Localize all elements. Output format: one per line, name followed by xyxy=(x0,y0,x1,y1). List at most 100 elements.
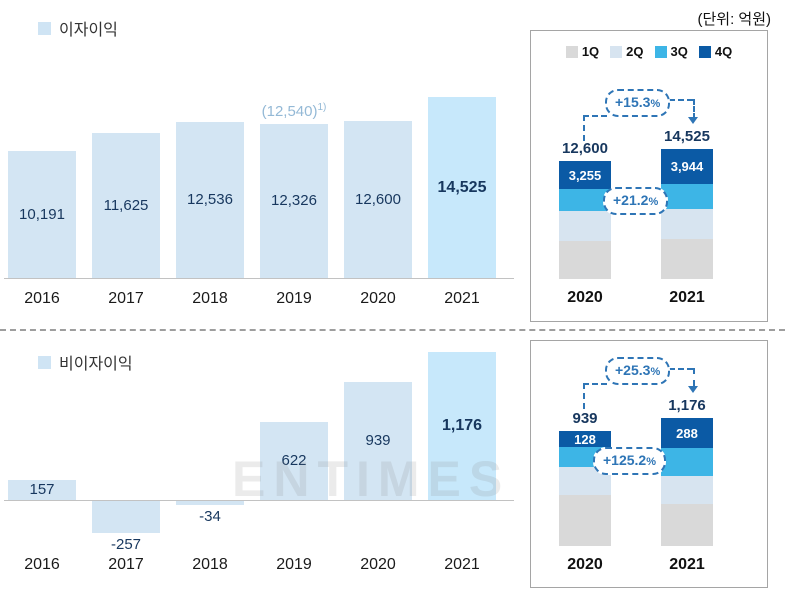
total-label-2021: 1,176 xyxy=(668,397,706,414)
year-label-2021: 2021 xyxy=(669,556,705,573)
axis-label-2016: 2016 xyxy=(24,290,60,307)
year-label-2020: 2020 xyxy=(567,556,603,573)
axis-label-2018: 2018 xyxy=(192,290,228,307)
axis-label-2021: 2021 xyxy=(444,556,480,573)
section-title-interest-income: 이자이익 xyxy=(38,16,118,40)
legend-swatch-4q-icon xyxy=(698,45,711,58)
dashed-connector xyxy=(583,383,585,409)
bar-2016 xyxy=(8,151,76,278)
title-swatch-icon xyxy=(38,21,51,35)
total-growth-value: +15.3 xyxy=(615,94,651,110)
bar-value-label: 10,191 xyxy=(19,206,65,223)
arrow-down-icon xyxy=(688,117,698,124)
bar-value-label: 12,600 xyxy=(355,191,401,208)
q4-growth-value: +125.2 xyxy=(603,452,647,468)
title-swatch-icon xyxy=(38,355,51,369)
total-label-2021: 14,525 xyxy=(664,128,710,145)
bar-2018 xyxy=(176,122,244,278)
bar-value-label: -34 xyxy=(199,508,221,525)
bar-value-label: 11,625 xyxy=(103,197,149,214)
quarterly-panel-noninterest: +25.3% +125.2% 128 939 2020 288 1,176 2021 xyxy=(530,340,768,588)
legend-item-3q: 3Q xyxy=(654,44,688,59)
axis-label-2020: 2020 xyxy=(360,290,396,307)
segment-4q-2020 xyxy=(559,161,611,189)
segment-1q-2020 xyxy=(559,495,611,546)
bar-value-label: 939 xyxy=(365,432,391,449)
legend-swatch-3q-icon xyxy=(654,45,667,58)
annotation-value: (12,540) xyxy=(261,103,318,120)
total-growth-value: +25.3 xyxy=(615,362,651,378)
dashed-connector xyxy=(583,115,585,141)
prior-figure-annotation: (12,540)1) xyxy=(242,102,346,120)
segment-1q-2021 xyxy=(661,239,713,279)
segment-4q-2020 xyxy=(559,431,611,447)
x-axis-line xyxy=(4,500,514,501)
bar-2019 xyxy=(260,422,328,500)
q4-growth-badge: +21.2% xyxy=(603,187,669,215)
bar-2017 xyxy=(92,501,160,533)
year-label-2020: 2020 xyxy=(567,289,603,306)
segment-3q-2020 xyxy=(559,189,611,211)
legend-swatch-2q-icon xyxy=(610,45,623,58)
dashed-connector xyxy=(583,115,607,117)
axis-label-2018: 2018 xyxy=(192,556,228,573)
bar-2020 xyxy=(344,382,412,500)
dashed-connector xyxy=(693,368,695,386)
bar-value-label: -257 xyxy=(110,536,142,553)
legend-label: 2Q xyxy=(626,44,644,59)
q4-growth-badge: +125.2% xyxy=(593,447,666,475)
percent-sign: % xyxy=(648,196,659,208)
percent-sign: % xyxy=(650,98,661,110)
q4-growth-value: +21.2 xyxy=(613,192,649,208)
q4-value-label: 128 xyxy=(574,432,596,447)
bar-value-label: 622 xyxy=(281,452,307,469)
quarter-legend: 1Q 2Q 3Q 4Q xyxy=(531,44,767,59)
segment-1q-2021 xyxy=(661,504,713,546)
arrow-down-icon xyxy=(688,386,698,393)
segment-3q-2021 xyxy=(661,448,713,476)
axis-label-2017: 2017 xyxy=(108,290,144,307)
legend-item-4q: 4Q xyxy=(698,44,733,59)
total-label-2020: 12,600 xyxy=(562,140,608,157)
legend-label: 3Q xyxy=(670,44,688,59)
axis-label-2019: 2019 xyxy=(276,290,312,307)
year-label-2021: 2021 xyxy=(669,289,705,306)
watermark: ENTIMES xyxy=(232,451,511,507)
dashed-connector xyxy=(669,368,693,370)
q4-value-label: 3,255 xyxy=(568,168,602,183)
segment-2q-2021 xyxy=(661,476,713,504)
quarterly-panel-interest: 1Q 2Q 3Q 4Q +15.3% +21.2% 3,255 12,600 2020 3,… xyxy=(530,30,768,322)
dashed-connector xyxy=(669,99,693,101)
section-divider xyxy=(0,329,785,331)
section-title-noninterest-income: 비이자이익 xyxy=(38,350,133,374)
legend-swatch-1q-icon xyxy=(565,45,578,58)
axis-label-2020: 2020 xyxy=(360,556,396,573)
legend-label: 4Q xyxy=(714,44,733,59)
section-title-text: 이자이익 xyxy=(59,22,118,39)
axis-label-2019: 2019 xyxy=(276,556,312,573)
segment-2q-2021 xyxy=(661,209,713,239)
dashed-connector xyxy=(583,383,607,385)
axis-label-2017: 2017 xyxy=(108,556,144,573)
bar-2019 xyxy=(260,124,328,278)
segment-1q-2020 xyxy=(559,241,611,279)
bar-2018 xyxy=(176,501,244,505)
segment-4q-2021 xyxy=(661,149,713,184)
axis-label-2016: 2016 xyxy=(24,556,60,573)
q4-value-label: 288 xyxy=(676,426,698,441)
bar-value-label: 12,536 xyxy=(187,191,233,208)
percent-sign: % xyxy=(646,456,656,468)
bar-value-label: 12,326 xyxy=(271,192,317,209)
total-growth-badge: +15.3% xyxy=(605,89,671,117)
total-growth-badge: +25.3% xyxy=(605,357,671,385)
bar-2021 xyxy=(428,352,496,500)
legend-label: 1Q xyxy=(581,44,600,59)
legend-item-2q: 2Q xyxy=(610,44,644,59)
bar-value-label: 157 xyxy=(29,481,55,498)
bar-2017 xyxy=(92,133,160,278)
total-label-2020: 939 xyxy=(572,410,598,427)
bar-value-label: 14,525 xyxy=(437,179,487,196)
segment-3q-2021 xyxy=(661,184,713,209)
unit-label: (단위: 억원) xyxy=(697,11,771,28)
